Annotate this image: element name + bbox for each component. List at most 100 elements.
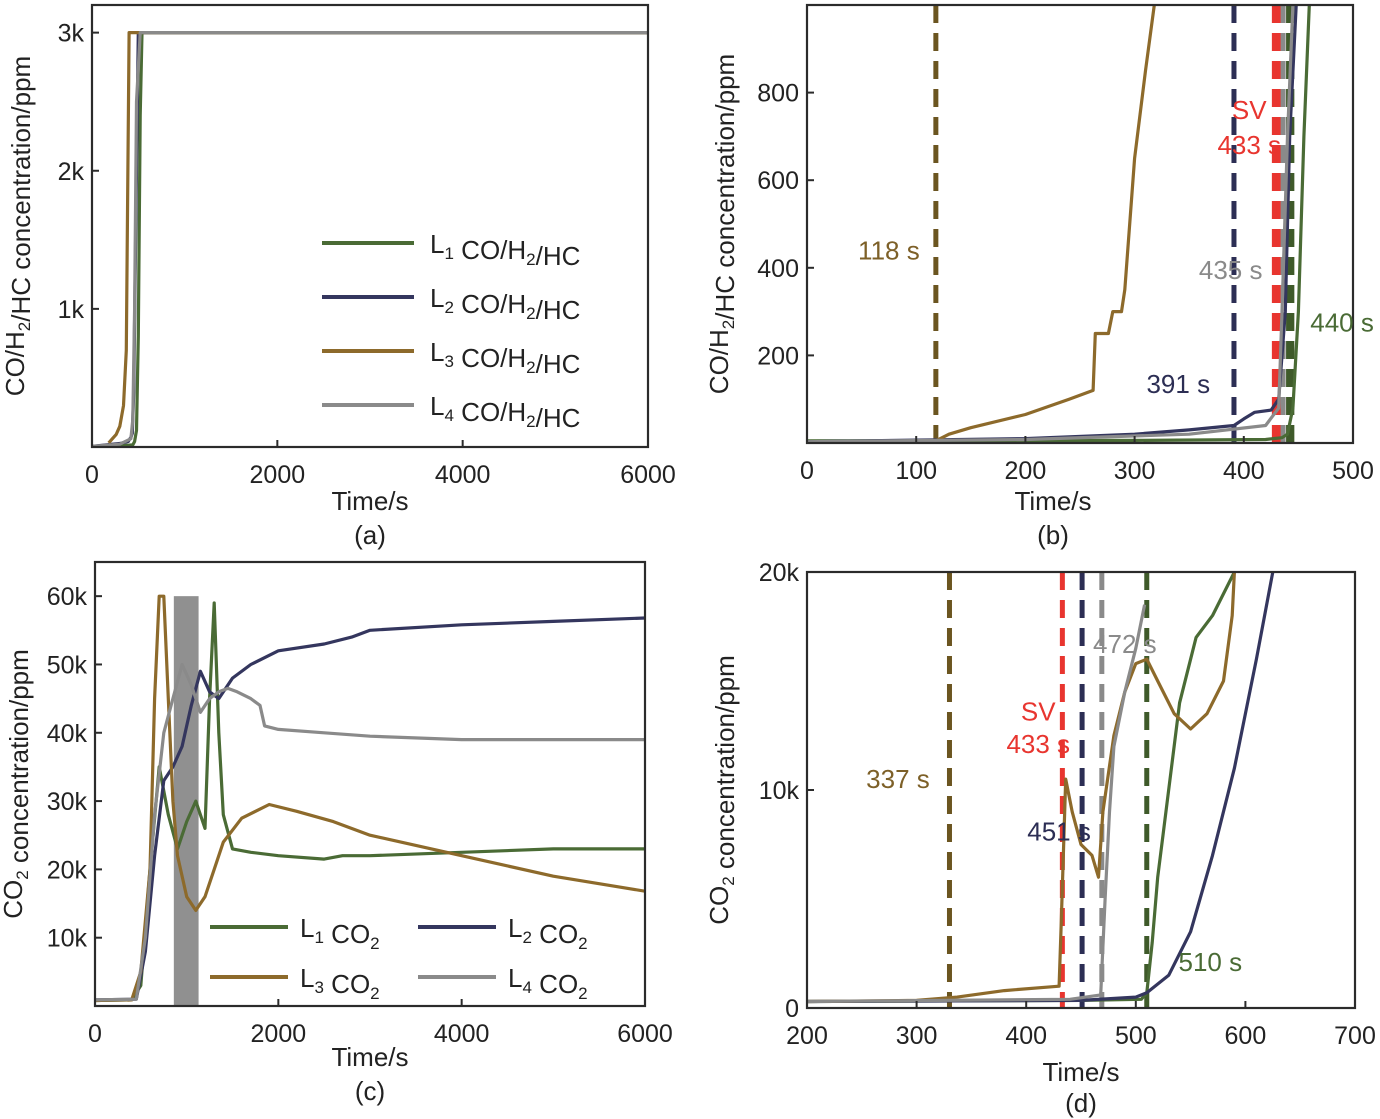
plot-area [807, 5, 1353, 443]
x-tick-label: 500 [1332, 457, 1374, 485]
x-axis-label: Time/s [1042, 1057, 1119, 1087]
text-part: CO [324, 919, 370, 949]
plot-content [807, 5, 1311, 443]
subscript: 4 [522, 978, 531, 997]
series-line-3 [916, 5, 1156, 443]
marker-annotation: 451 s [1027, 816, 1091, 846]
x-tick-label: 500 [1115, 1022, 1157, 1050]
marker-annotation: 391 s [1146, 369, 1210, 399]
x-tick-label: 200 [1005, 457, 1047, 485]
text-part: CO/H [704, 329, 734, 394]
subscript: 2 [370, 934, 379, 953]
y-axis-label: CO/H2/HC concentration/ppm [704, 54, 740, 394]
marker-annotation: 433 s [1006, 729, 1070, 759]
series-line-2 [807, 5, 1298, 443]
y-tick-label: 0 [785, 995, 799, 1023]
y-tick-label: 20k [47, 856, 88, 884]
subscript: 2 [578, 984, 587, 1003]
text-part: L [430, 391, 444, 421]
y-tick-label: 2k [58, 158, 85, 186]
x-tick-label: 300 [896, 1022, 938, 1050]
y-tick-label: 30k [47, 788, 88, 816]
text-part: concentration/ppm [710, 655, 740, 876]
plot-content [95, 594, 645, 1006]
marker-annotation: SV [1021, 697, 1056, 727]
panel-b: 0 100 200 300 400 500 200 400 600 800 Time/s CO/H2/… [704, 3, 1374, 550]
x-tick-label: 6000 [620, 461, 676, 489]
x-tick-label: 400 [1005, 1022, 1047, 1050]
subscript: 2 [13, 870, 32, 879]
subscript: 2 [15, 322, 34, 331]
text-part: L [300, 913, 314, 943]
series-line-4 [807, 5, 1295, 443]
x-tick-label: 100 [895, 457, 937, 485]
legend-label: L3 CO/H2/HC [430, 337, 580, 379]
x-tick-label: 6000 [617, 1020, 673, 1048]
marker-annotation: 510 s [1179, 947, 1243, 977]
marker-annotation: 433 s [1217, 130, 1281, 160]
text-part: CO [0, 880, 28, 919]
text-part: L [300, 963, 314, 993]
subscript: 1 [314, 928, 323, 947]
marker-annotation: 118 s [858, 235, 920, 265]
plot-content [807, 572, 1275, 1008]
text-part: /HC [536, 349, 581, 379]
x-tick-label: 2000 [250, 461, 306, 489]
x-tick-label: 2000 [251, 1020, 307, 1048]
text-part: CO/H [0, 331, 30, 396]
y-tick-label: 10k [759, 777, 800, 805]
legend-label: L2 CO2 [508, 913, 588, 953]
y-tick-label: 40k [47, 720, 88, 748]
subscript: 2 [370, 984, 379, 1003]
text-part: CO [324, 969, 370, 999]
x-tick-label: 400 [1223, 457, 1265, 485]
legend-label: L4 CO2 [508, 963, 588, 1003]
series-line-4 [92, 30, 648, 447]
marker-annotation: 472 s [1093, 629, 1157, 659]
series-line-4 [807, 604, 1147, 1004]
plot-content [92, 30, 648, 447]
text-part: CO [532, 969, 578, 999]
subscript: 4 [444, 406, 453, 425]
y-tick-label: 60k [47, 583, 88, 611]
panel-caption: (c) [355, 1076, 385, 1106]
panel-c: 0 2000 4000 600010k20k30k40k50k60kTime/sCO2… [0, 560, 673, 1106]
panel-caption: (b) [1037, 520, 1069, 550]
y-tick-label: 800 [757, 80, 799, 108]
marker-annotation: SV [1232, 95, 1267, 125]
series-line-2 [807, 572, 1275, 1004]
y-tick-label: 600 [757, 167, 799, 195]
x-tick-label: 300 [1114, 457, 1156, 485]
x-tick-label: 700 [1334, 1022, 1376, 1050]
x-tick-label: 4000 [435, 461, 491, 489]
x-axis-label: Time/s [331, 1042, 408, 1072]
x-tick-label: 0 [800, 457, 814, 485]
plot-frame [93, 560, 647, 1008]
text-part: /HC [536, 241, 581, 271]
panel-d: 200 300 400 500 600 700 0 10k 20k Time/s CO2 conce… [704, 559, 1376, 1118]
y-tick-label: 400 [757, 255, 799, 283]
y-tick-label: 50k [47, 651, 88, 679]
subscript: 1 [444, 244, 453, 263]
text-part: L [430, 229, 444, 259]
marker-annotation: 337 s [866, 764, 930, 794]
text-part: L [430, 283, 444, 313]
legend-label: L1 CO2 [300, 913, 380, 953]
x-axis-label: Time/s [1014, 486, 1091, 516]
text-part: CO [532, 919, 578, 949]
plot-frame [805, 3, 1355, 445]
subscript: 2 [526, 304, 535, 323]
text-part: CO/H [454, 235, 526, 265]
legend-label: L4 CO/H2/HC [430, 391, 580, 433]
series-line-3 [95, 594, 645, 1003]
text-part: L [508, 913, 522, 943]
x-tick-label: 0 [88, 1020, 102, 1048]
y-tick-label: 1k [58, 296, 85, 324]
text-part: L [430, 337, 444, 367]
subscript: 3 [444, 352, 453, 371]
y-axis-label: CO2 concentration/ppm [704, 655, 740, 925]
text-part: /HC concentration/ppm [6, 56, 36, 322]
text-part: CO [704, 886, 734, 925]
text-part: CO/H [454, 343, 526, 373]
